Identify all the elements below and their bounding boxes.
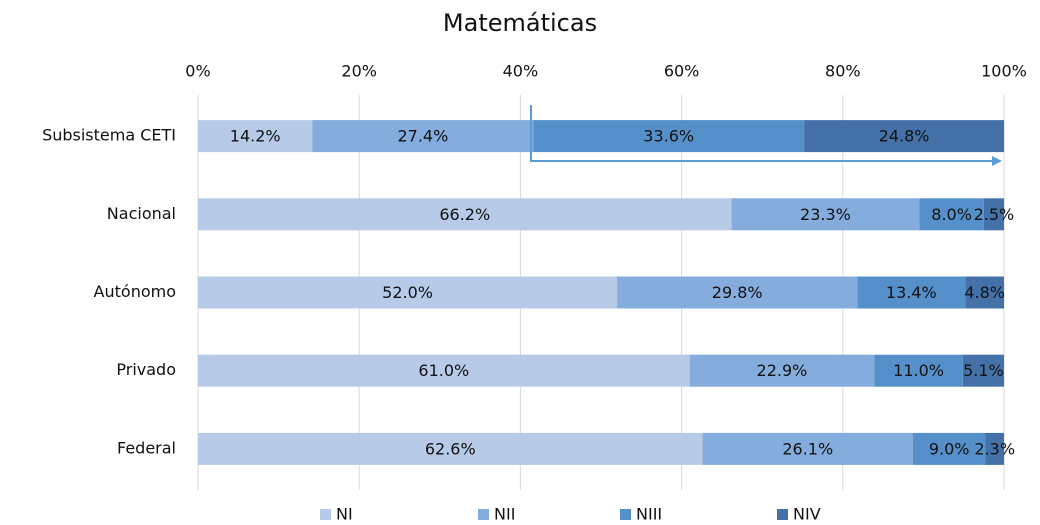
bar-segment — [689, 354, 875, 387]
legend-swatch — [620, 509, 631, 520]
data-label: 29.8% — [712, 283, 763, 302]
y-tick-label: Subsistema CETI — [42, 126, 176, 145]
bar-segment — [198, 276, 618, 309]
x-tick-label: 0% — [185, 62, 210, 81]
data-label: 24.8% — [879, 127, 930, 146]
x-tick-label: 40% — [503, 62, 539, 81]
bars — [198, 120, 1004, 465]
data-label: 2.3% — [974, 439, 1015, 458]
y-tick-label: Nacional — [107, 204, 176, 223]
bar-segment — [731, 198, 920, 231]
data-label: 23.3% — [800, 205, 851, 224]
data-label: 52.0% — [382, 283, 433, 302]
data-label: 9.0% — [929, 439, 970, 458]
data-label: 14.2% — [230, 127, 281, 146]
bar-segment — [198, 198, 732, 231]
data-label: 13.4% — [886, 283, 937, 302]
legend-label: NI — [336, 505, 353, 524]
data-label: 5.1% — [963, 361, 1004, 380]
bar-segment — [912, 432, 986, 465]
bar-segment — [533, 120, 805, 153]
y-tick-label: Privado — [116, 360, 176, 379]
bar-segment — [985, 432, 1004, 465]
x-tick-label: 60% — [664, 62, 700, 81]
data-label: 4.8% — [964, 283, 1005, 302]
data-label: 33.6% — [643, 127, 694, 146]
y-tick-label: Autónomo — [94, 282, 176, 301]
bar-segment — [804, 120, 1004, 153]
x-tick-label: 20% — [341, 62, 377, 81]
bar-segment — [874, 354, 963, 387]
bar-segment — [198, 120, 313, 153]
legend-swatch — [777, 509, 788, 520]
data-label: 62.6% — [425, 439, 476, 458]
bar-segment — [965, 276, 1004, 309]
y-tick-label: Federal — [117, 438, 176, 457]
data-label: 2.5% — [974, 205, 1015, 224]
legend-label: NIV — [793, 505, 821, 524]
bar-segment — [857, 276, 966, 309]
bar-segment — [962, 354, 1004, 387]
x-tick-label: 80% — [825, 62, 861, 81]
data-label: 22.9% — [757, 361, 808, 380]
bar-segment — [198, 432, 703, 465]
x-tick-label: 100% — [981, 62, 1027, 81]
bar-segment — [983, 198, 1004, 231]
data-label: 61.0% — [418, 361, 469, 380]
bar-segment — [702, 432, 913, 465]
legend-label: NII — [494, 505, 515, 524]
legend-label: NIII — [636, 505, 662, 524]
legend-swatch — [320, 509, 331, 520]
arrow-head — [992, 156, 1002, 166]
chart-title: Matemáticas — [443, 9, 597, 37]
bar-segment — [312, 120, 534, 153]
bar-segment — [919, 198, 984, 231]
annotation-arrow — [530, 105, 998, 162]
bar-segment — [198, 354, 690, 387]
data-label: 26.1% — [782, 439, 833, 458]
bar-segment — [617, 276, 858, 309]
data-label: 8.0% — [931, 205, 972, 224]
data-label: 11.0% — [893, 361, 944, 380]
legend-swatch — [478, 509, 489, 520]
data-label: 27.4% — [397, 127, 448, 146]
data-label: 66.2% — [439, 205, 490, 224]
